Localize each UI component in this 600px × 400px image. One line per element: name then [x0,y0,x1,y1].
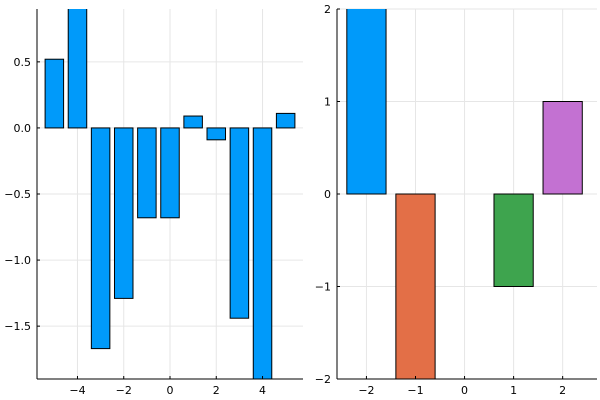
left-x-tick-label: 2 [213,384,220,397]
left-x-tick-label: −4 [69,384,85,397]
left-y-tick-label: −0.5 [4,188,31,201]
left-bar [229,127,250,319]
right-y-tick-label: 2 [324,3,331,16]
right-x-tick-label: −1 [407,384,423,397]
left-bar [160,127,180,219]
right-bar-chart: −2 −1 0 1 2 −2 −1 0 1 2 [315,3,597,397]
left-bar [137,127,157,219]
left-bar [275,112,296,129]
right-bar [346,9,387,195]
left-bar [206,127,227,141]
left-y-tick-label: 0.0 [14,122,32,135]
left-y-tick-label: 0.5 [14,56,32,69]
right-y-tick-label: −1 [315,281,331,294]
left-bar [183,115,203,129]
left-bars [44,9,296,379]
left-bar [44,58,65,129]
right-bar [493,193,534,287]
left-x-tick-label: −2 [116,384,132,397]
right-y-tick-label: −2 [315,373,331,386]
right-y-tick-label: 0 [324,188,331,201]
right-bar [395,193,436,379]
left-bar [252,127,273,379]
right-x-tick-label: 1 [510,384,517,397]
left-bar [90,127,111,350]
right-x-tick-label: 0 [461,384,468,397]
right-bar [542,101,583,195]
left-bar-chart: −4 −2 0 2 4 −1.5 −1.0 −0.5 0.0 0.5 [4,9,303,397]
right-x-tick-label: −2 [358,384,374,397]
left-x-tick-label: 0 [167,384,174,397]
left-y-tick-label: −1.0 [4,254,31,267]
right-y-tick-label: 1 [324,96,331,109]
left-bar [113,127,134,299]
left-bar [67,9,88,129]
left-x-tick-label: 4 [259,384,266,397]
left-y-tick-label: −1.5 [4,320,31,333]
right-bars [346,9,583,379]
right-x-tick-label: 2 [559,384,566,397]
